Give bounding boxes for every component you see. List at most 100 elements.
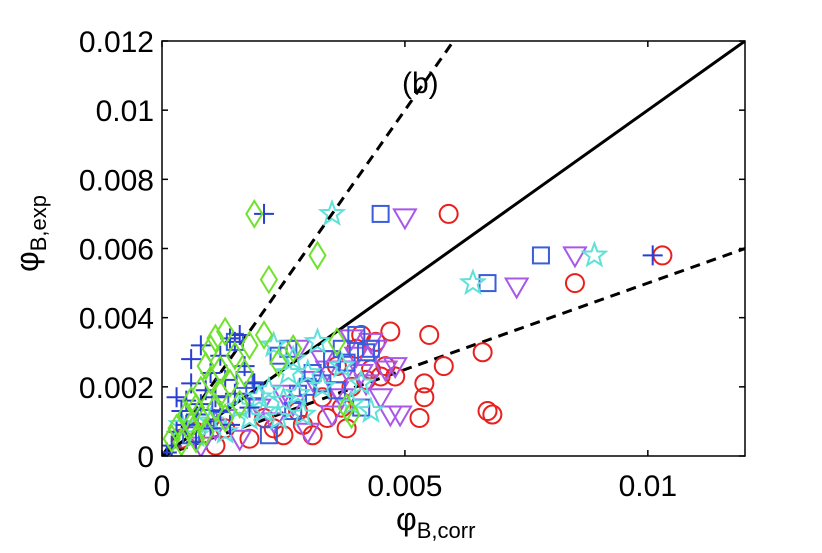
plus-marker bbox=[244, 373, 265, 394]
diamond-marker bbox=[201, 333, 220, 364]
star-marker bbox=[308, 371, 337, 399]
square-marker bbox=[361, 339, 380, 358]
diamond-marker bbox=[327, 326, 347, 357]
diamond-marker bbox=[167, 413, 186, 444]
diamond-marker bbox=[177, 399, 196, 430]
circle-marker bbox=[419, 324, 440, 345]
diamond-marker bbox=[342, 399, 361, 430]
circle-marker bbox=[414, 373, 435, 394]
reference-line-lower-bound bbox=[162, 247, 745, 456]
star-marker bbox=[293, 358, 322, 386]
diamond-marker bbox=[172, 427, 191, 456]
triangle-down-marker bbox=[226, 429, 253, 452]
plus-marker bbox=[166, 387, 187, 408]
x-tick-label: 0 bbox=[154, 470, 171, 503]
plus-marker bbox=[642, 245, 663, 266]
diamond-marker bbox=[215, 316, 235, 347]
diamond-marker bbox=[259, 264, 279, 295]
circle-marker bbox=[409, 407, 430, 428]
diamond-marker bbox=[284, 333, 303, 364]
y-tick-label: 0.004 bbox=[79, 303, 154, 336]
x-tick-label: 0.01 bbox=[619, 470, 677, 503]
diamond-marker bbox=[240, 330, 259, 361]
star-marker bbox=[580, 240, 609, 268]
x-tick-label: 0.005 bbox=[367, 470, 442, 503]
diamond-marker bbox=[220, 368, 240, 399]
diamond-marker bbox=[230, 389, 249, 420]
y-tick-label: 0.012 bbox=[79, 26, 154, 59]
diamond-marker bbox=[308, 240, 327, 271]
data-points bbox=[162, 199, 673, 456]
square-marker bbox=[347, 325, 366, 344]
diamond-marker bbox=[186, 423, 206, 454]
y-tick-label: 0.008 bbox=[79, 164, 154, 197]
plus-marker bbox=[254, 203, 275, 224]
diamond-marker bbox=[191, 403, 211, 433]
diamond-marker bbox=[269, 347, 288, 378]
circle-marker bbox=[438, 203, 459, 224]
star-marker bbox=[288, 399, 318, 427]
star-marker bbox=[458, 268, 488, 296]
plus-marker bbox=[229, 324, 250, 345]
star-marker bbox=[245, 382, 274, 410]
triangle-down-marker bbox=[314, 360, 340, 383]
diamond-marker bbox=[211, 354, 230, 385]
circle-marker bbox=[380, 321, 401, 342]
star-marker bbox=[254, 375, 284, 403]
y-tick-label: 0.01 bbox=[96, 95, 154, 128]
diamond-marker bbox=[215, 403, 235, 433]
y-tick-label: 0.002 bbox=[79, 372, 154, 405]
diamond-marker bbox=[206, 323, 225, 354]
square-marker bbox=[279, 339, 298, 358]
diamond-marker bbox=[196, 416, 215, 447]
plus-marker bbox=[190, 335, 211, 356]
tick-labels: 0 0.005 0.01 0 0.002 0.004 0.006 0.008 0.01 0.012 bbox=[79, 26, 677, 503]
axis-ticks bbox=[161, 40, 745, 457]
star-marker bbox=[259, 330, 288, 358]
plus-marker bbox=[181, 349, 202, 370]
star-marker bbox=[283, 378, 313, 406]
circle-marker bbox=[472, 342, 493, 363]
circle-marker bbox=[477, 401, 498, 422]
diamond-marker bbox=[235, 358, 254, 388]
triangle-down-marker bbox=[343, 346, 370, 369]
circle-marker bbox=[482, 404, 503, 425]
circle-marker bbox=[564, 273, 585, 294]
circle-marker bbox=[414, 387, 435, 408]
square-marker bbox=[357, 343, 376, 362]
triangle-down-marker bbox=[382, 357, 408, 380]
diamond-marker bbox=[245, 199, 264, 229]
star-marker bbox=[279, 344, 308, 372]
triangle-down-marker bbox=[392, 208, 418, 231]
square-marker bbox=[371, 204, 390, 223]
triangle-down-marker bbox=[503, 277, 530, 300]
star-marker bbox=[264, 403, 293, 431]
y-axis-title: φB,exp bbox=[9, 195, 51, 272]
triangle-down-marker bbox=[387, 405, 413, 428]
diamond-marker bbox=[162, 423, 181, 454]
x-axis-title: φB,corr bbox=[396, 501, 475, 543]
star-marker bbox=[356, 396, 386, 424]
star-marker bbox=[303, 327, 332, 354]
y-tick-label: 0.006 bbox=[79, 234, 154, 267]
square-marker bbox=[327, 381, 346, 400]
triangle-down-marker bbox=[353, 374, 379, 397]
circle-marker bbox=[370, 366, 391, 387]
diamond-marker bbox=[225, 340, 245, 371]
plus-marker bbox=[239, 397, 260, 418]
star-marker bbox=[347, 368, 376, 396]
panel-label: (b) bbox=[402, 67, 439, 100]
square-marker bbox=[259, 426, 278, 445]
star-marker bbox=[327, 351, 356, 379]
triangle-down-marker bbox=[562, 246, 588, 269]
star-marker bbox=[317, 199, 347, 226]
y-tick-label: 0 bbox=[137, 441, 154, 474]
diamond-marker bbox=[206, 392, 225, 423]
circle-marker bbox=[385, 366, 406, 387]
triangle-down-marker bbox=[367, 388, 394, 411]
diamond-marker bbox=[254, 320, 274, 350]
square-marker bbox=[531, 246, 550, 265]
triangle-down-marker bbox=[319, 405, 345, 428]
